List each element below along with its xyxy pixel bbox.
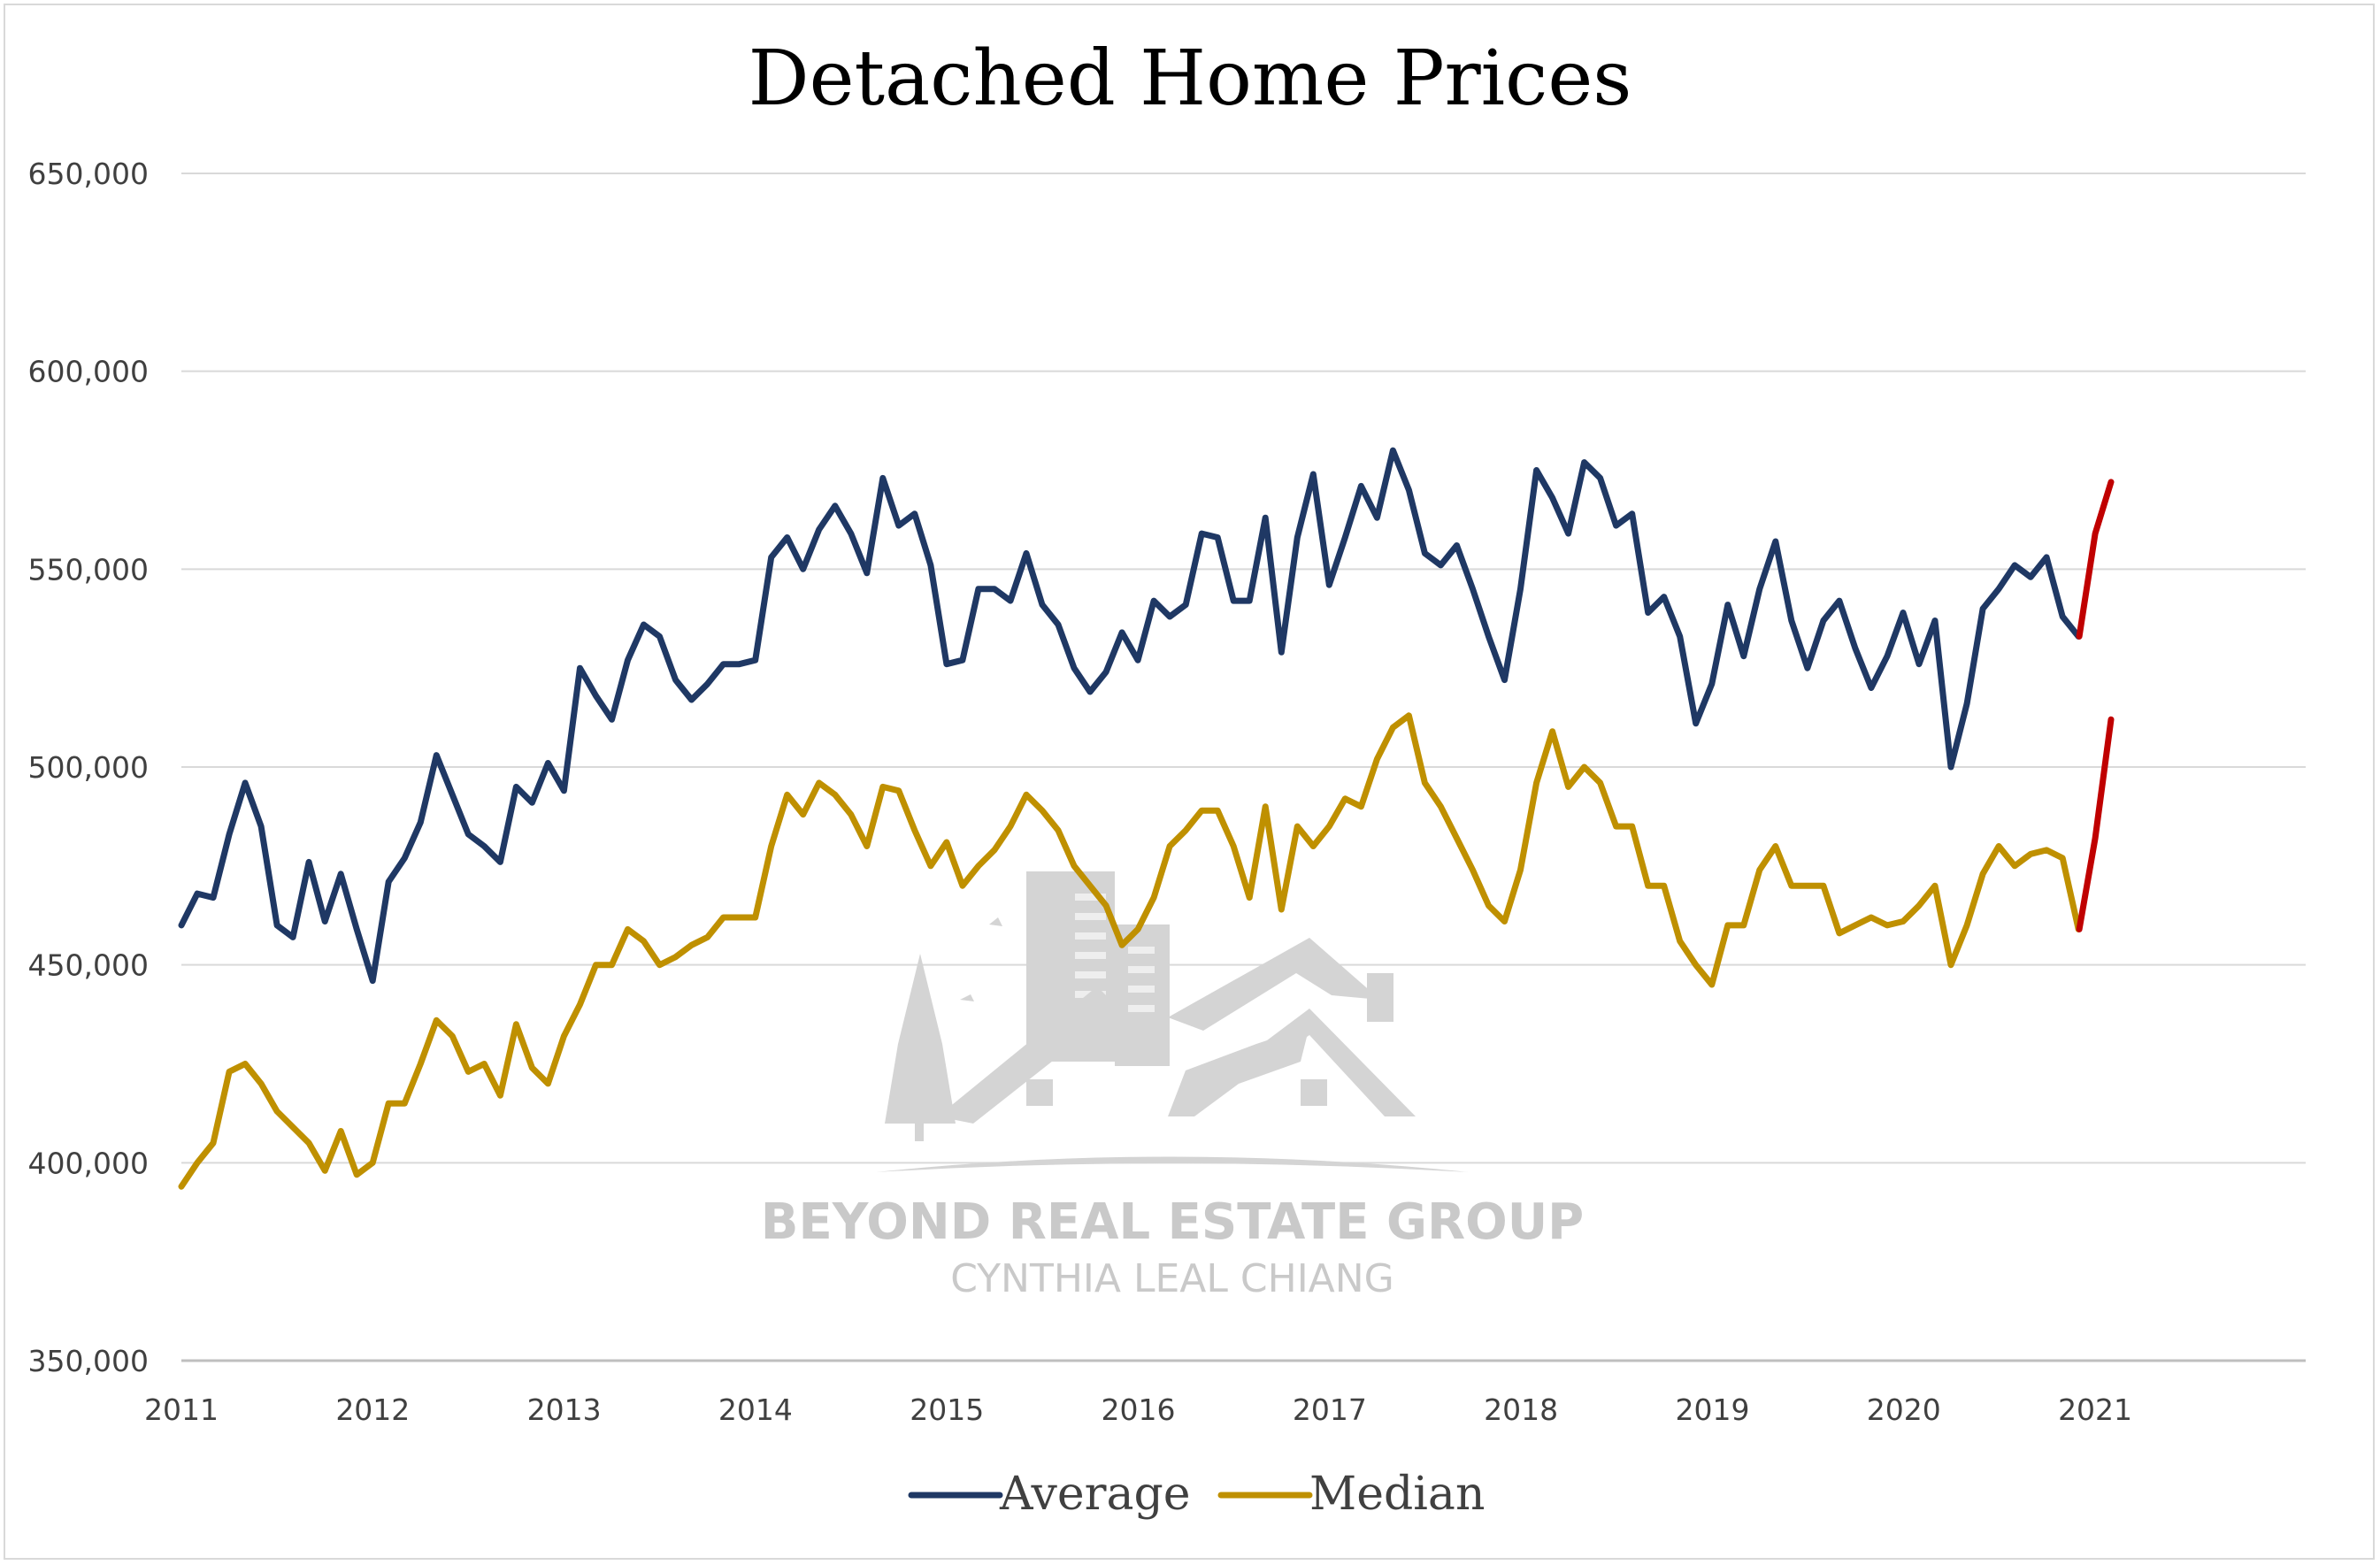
gridlines xyxy=(181,173,2306,1362)
series-lines xyxy=(178,447,2115,1190)
x-tick-label: 2011 xyxy=(144,1392,219,1427)
y-tick-label: 600,000 xyxy=(28,355,149,389)
chart-frame xyxy=(4,4,2375,1560)
watermark-line2: CYNTHIA LEAL CHIANG xyxy=(950,1256,1394,1301)
chart-title: Detached Home Prices xyxy=(749,35,1632,123)
x-tick-label: 2017 xyxy=(1293,1392,1367,1427)
legend-label: Median xyxy=(1309,1468,1485,1521)
y-tick-label: 450,000 xyxy=(28,948,149,983)
y-tick-label: 400,000 xyxy=(28,1146,149,1180)
x-tick-label: 2021 xyxy=(2058,1392,2132,1427)
series-line-extension-2 xyxy=(2076,479,2115,640)
x-tick-label: 2014 xyxy=(718,1392,793,1427)
legend-label: Average xyxy=(999,1468,1191,1521)
x-tick-label: 2015 xyxy=(910,1392,984,1427)
series-line-extension-3 xyxy=(2076,716,2115,932)
y-tick-label: 550,000 xyxy=(28,552,149,587)
x-tick-label: 2020 xyxy=(1867,1392,1941,1427)
y-tick-label: 350,000 xyxy=(28,1344,149,1378)
y-axis-ticks: 350,000 400,000 450,000 500,000 550,000 600,0… xyxy=(28,157,149,1378)
x-tick-label: 2013 xyxy=(527,1392,602,1427)
watermark-logo: BEYOND REAL ESTATE GROUP CYNTHIA LEAL CH… xyxy=(761,871,1584,1301)
series-line-median xyxy=(178,712,2082,1190)
series-line-average xyxy=(178,447,2082,985)
x-tick-label: 2012 xyxy=(335,1392,410,1427)
x-tick-label: 2016 xyxy=(1102,1392,1176,1427)
x-tick-label: 2018 xyxy=(1484,1392,1558,1427)
x-axis-ticks: 2011 2012 2013 2014 2015 2016 2017 2018 2019 2020… xyxy=(144,1392,2132,1427)
watermark-line1: BEYOND REAL ESTATE GROUP xyxy=(761,1193,1584,1251)
legend: Average Median xyxy=(908,1468,1485,1521)
x-tick-label: 2019 xyxy=(1675,1392,1749,1427)
y-tick-label: 500,000 xyxy=(28,750,149,785)
y-tick-label: 650,000 xyxy=(28,157,149,191)
watermark-house-icon xyxy=(876,871,1469,1172)
